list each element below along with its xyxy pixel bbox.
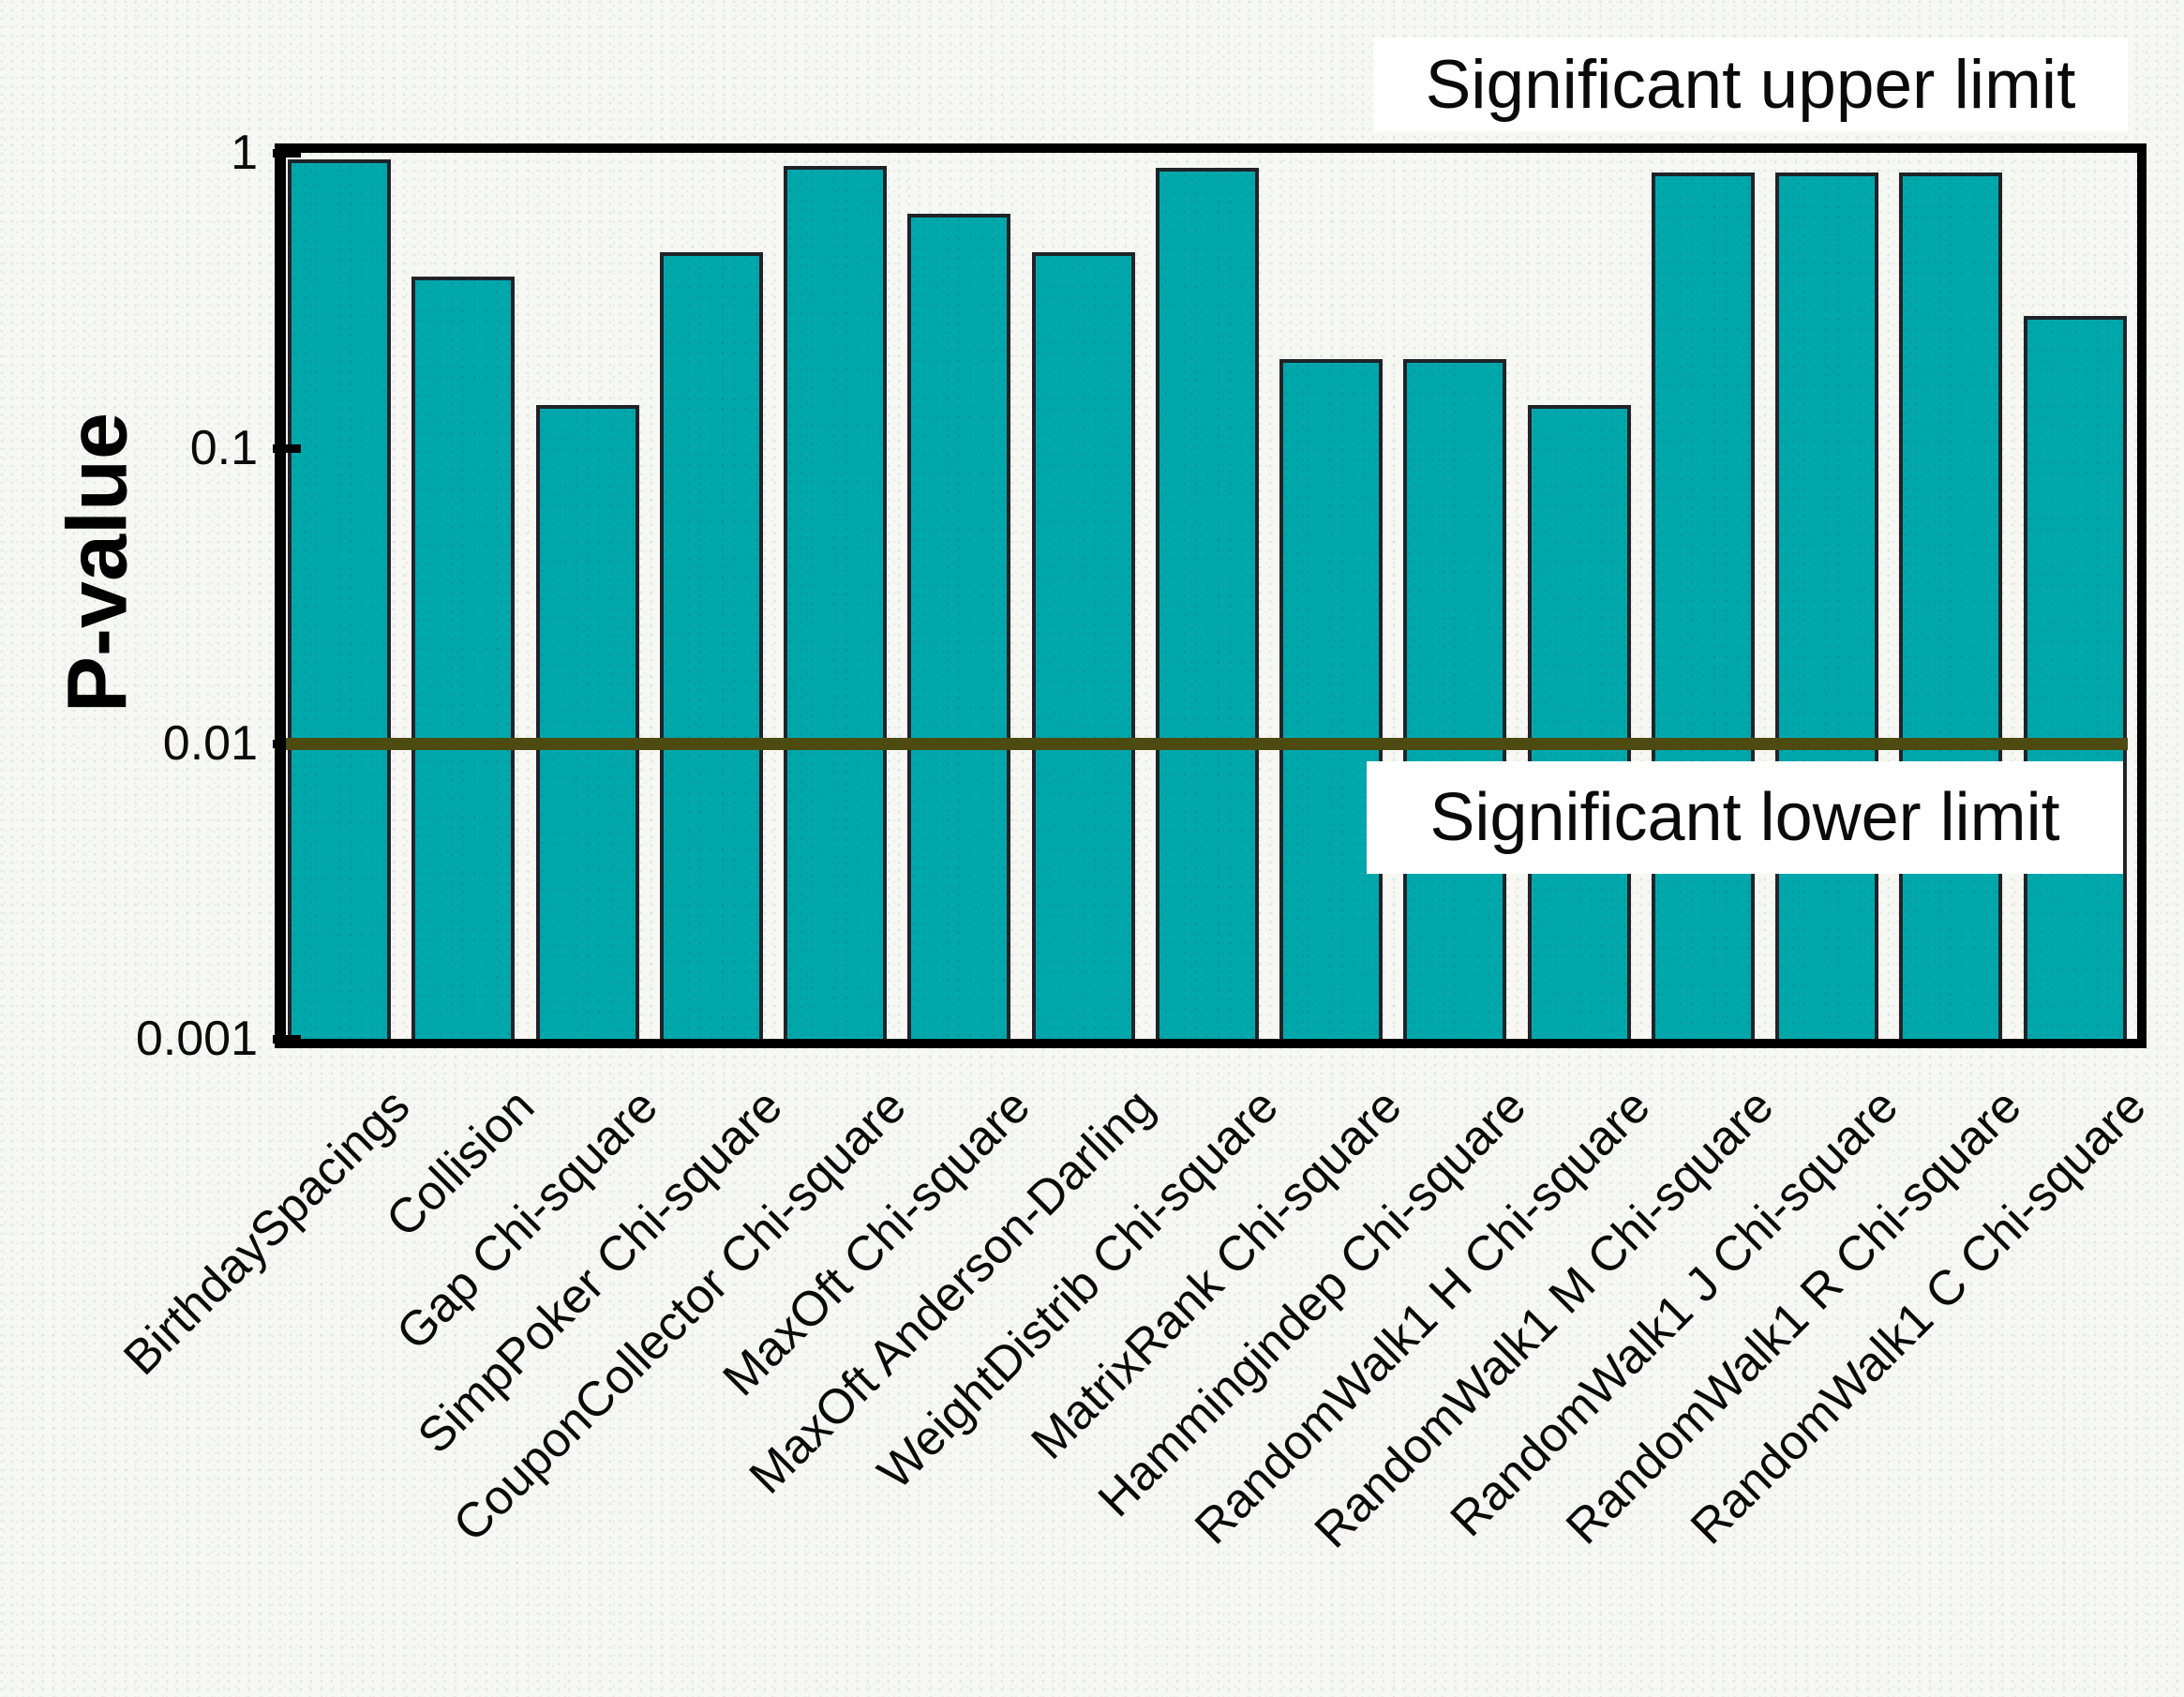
- y-tick-mark: [273, 444, 301, 453]
- significance-threshold-line: [286, 738, 2128, 750]
- bar-WeightDistrib Chi-square: [1155, 167, 1259, 1039]
- bar-CouponCollector Chi-square: [784, 166, 887, 1039]
- upper-limit-annotation-text: Significant upper limit: [1425, 46, 2076, 123]
- bar-RandomWalk1 H Chi-square: [1527, 404, 1631, 1039]
- bar-Collision: [411, 277, 516, 1039]
- bar-RandomWalk1 C Chi-square: [2023, 316, 2127, 1039]
- x-tick-label-BirthdaySpacings: BirthdaySpacings: [113, 1078, 421, 1386]
- lower-limit-annotation: Significant lower limit: [1367, 761, 2123, 874]
- y-tick-mark: [273, 1035, 301, 1044]
- y-tick-label-0.1: 0.1: [189, 421, 258, 475]
- y-tick-mark: [273, 149, 301, 158]
- upper-limit-annotation: Significant upper limit: [1373, 38, 2128, 131]
- plot-area: [273, 149, 2128, 1044]
- y-tick-label-0.01: 0.01: [162, 716, 258, 771]
- lower-limit-annotation-text: Significant lower limit: [1429, 780, 2060, 855]
- y-tick-label-1: 1: [231, 126, 258, 180]
- plot-area-border: [275, 143, 2147, 1048]
- bar-Hammingindep Chi-square: [1403, 359, 1507, 1039]
- bar-MaxOft Anderson-Darling: [1031, 252, 1135, 1039]
- bar-SimpPoker Chi-square: [659, 252, 763, 1039]
- bar-RandomWalk1 M Chi-square: [1651, 172, 1755, 1039]
- bar-RandomWalk1 J Chi-square: [1775, 172, 1878, 1039]
- bar-BirthdaySpacings: [288, 159, 391, 1039]
- bar-MaxOft Chi-square: [907, 214, 1011, 1039]
- bar-Gap Chi-square: [535, 404, 639, 1039]
- y-axis-title: P-value: [51, 412, 145, 713]
- bar-RandomWalk1 R Chi-square: [1899, 172, 2003, 1039]
- bar-MatrixRank Chi-square: [1279, 359, 1383, 1039]
- y-tick-label-0.001: 0.001: [135, 1012, 258, 1066]
